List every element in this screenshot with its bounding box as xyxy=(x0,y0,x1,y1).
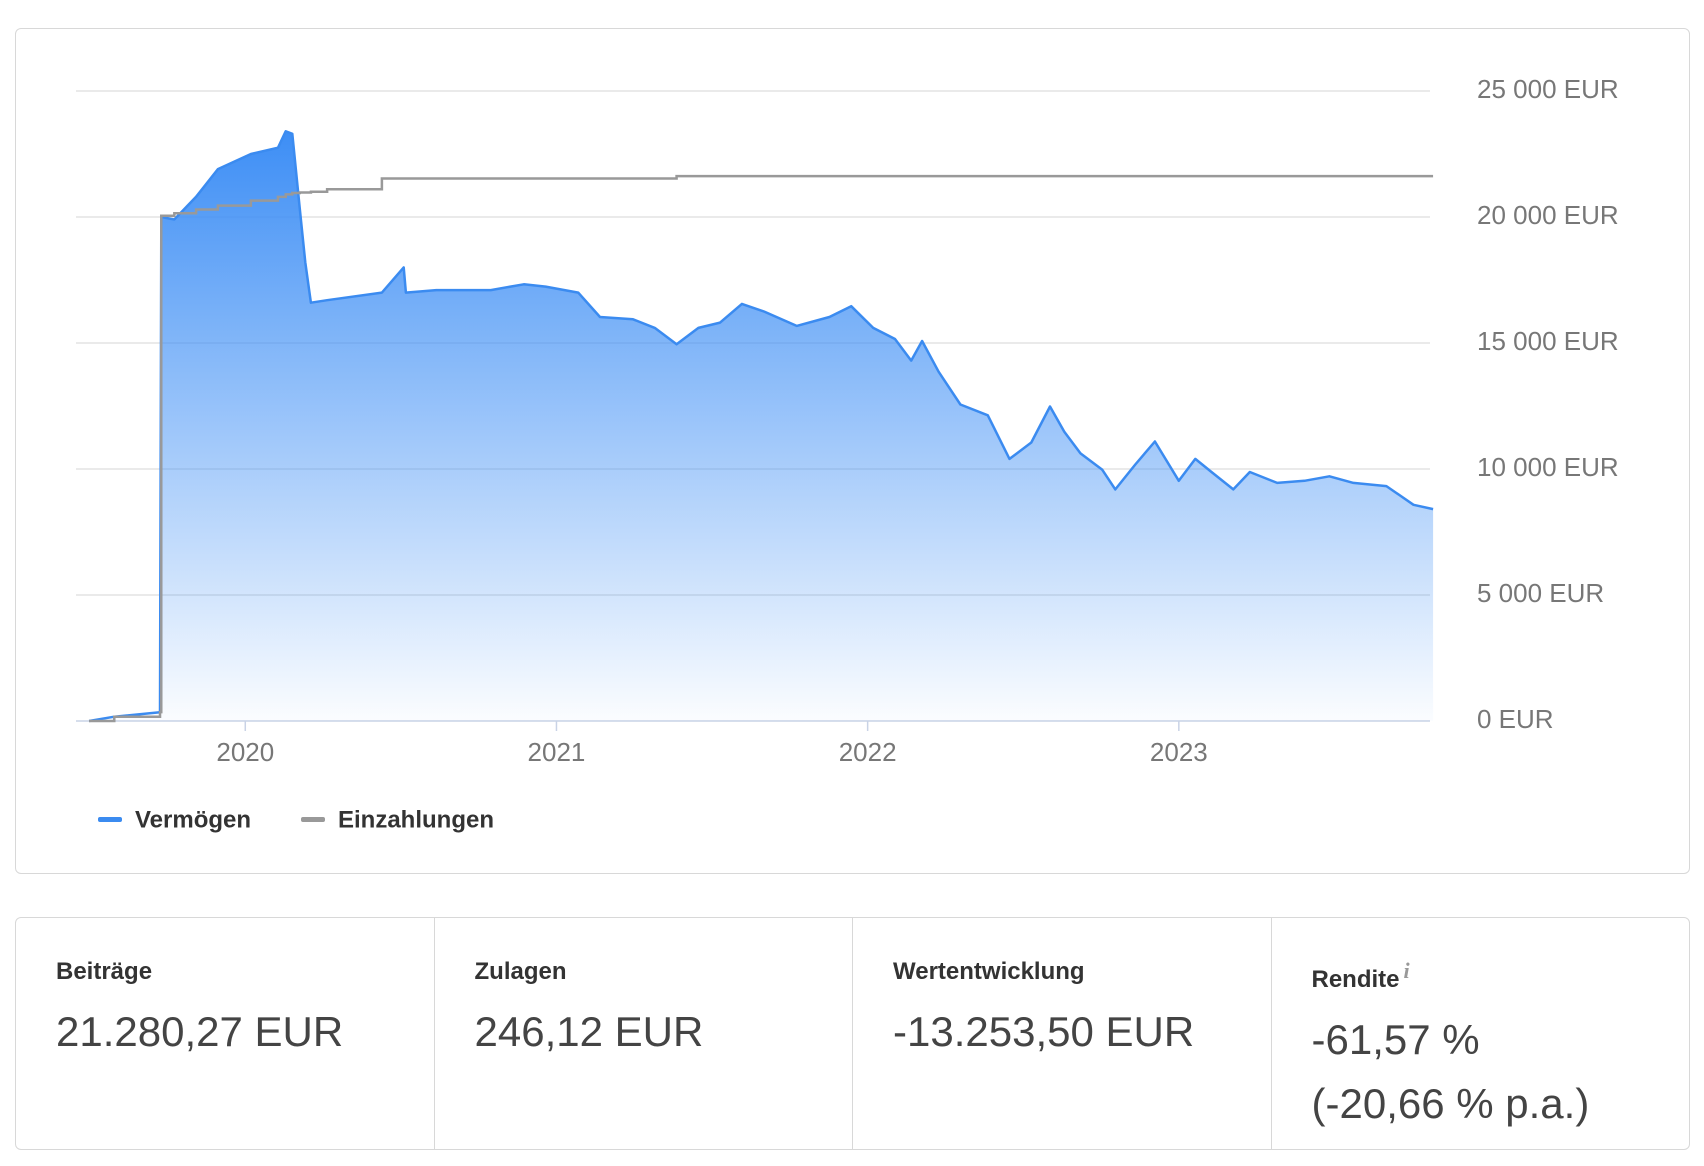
area xyxy=(89,131,1434,722)
stat-label-text: Zulagen xyxy=(474,958,567,985)
stat-label: Zulagen xyxy=(475,958,853,986)
stat-value: 21.280,27 EUR xyxy=(56,1008,344,1055)
chart-card xyxy=(15,28,1690,874)
stat-label-text: Beiträge xyxy=(56,958,153,985)
legend-swatch xyxy=(301,817,325,822)
stat-box: Beiträge 21.280,27 EUR xyxy=(16,918,435,1149)
stat-label-text: Wertentwicklung xyxy=(893,958,1085,985)
stat-label-text: Rendite xyxy=(1311,966,1400,993)
x-tick-label: 2020 xyxy=(216,737,274,767)
info-icon[interactable]: i xyxy=(1403,958,1410,983)
stat-label: Beiträge xyxy=(56,958,434,986)
y-tick-label: 5 000 EUR xyxy=(1477,578,1604,608)
stat-value: -61,57 % xyxy=(1311,1016,1480,1063)
x-tick-label: 2022 xyxy=(839,737,897,767)
y-tick-label: 10 000 EUR xyxy=(1477,452,1619,482)
stat-value: (-20,66 % p.a.) xyxy=(1311,1080,1590,1127)
legend-label: Vermögen xyxy=(135,806,251,833)
y-tick-label: 15 000 EUR xyxy=(1477,326,1619,356)
legend-swatch xyxy=(98,817,122,822)
legend-label: Einzahlungen xyxy=(338,806,494,833)
chart: 0 EUR 5 000 EUR 10 000 EUR 15 000 EUR 20 000… xyxy=(76,74,1619,833)
x-tick-label: 2023 xyxy=(1150,737,1208,767)
stat-label: Wertentwicklung xyxy=(893,958,1271,986)
y-tick-label: 25 000 EUR xyxy=(1477,74,1619,104)
stat-box: Rendite i -61,57 % (-20,66 % p.a.) xyxy=(1272,918,1690,1149)
stat-box: Zulagen 246,12 EUR xyxy=(435,918,853,1149)
stat-value: 246,12 EUR xyxy=(474,1008,704,1055)
line xyxy=(89,174,1434,723)
line xyxy=(88,130,1434,723)
stats-card: Beiträge 21.280,27 EUR Zulagen 246,12 EUR We… xyxy=(15,917,1690,1150)
y-tick-label: 0 EUR xyxy=(1477,704,1554,734)
x-tick-label: 2021 xyxy=(528,737,586,767)
y-tick-label: 20 000 EUR xyxy=(1477,200,1619,230)
stat-box: Wertentwicklung -13.253,50 EUR xyxy=(853,918,1272,1149)
stat-label: Rendite i xyxy=(1312,958,1690,994)
stat-value: -13.253,50 EUR xyxy=(893,1008,1195,1055)
